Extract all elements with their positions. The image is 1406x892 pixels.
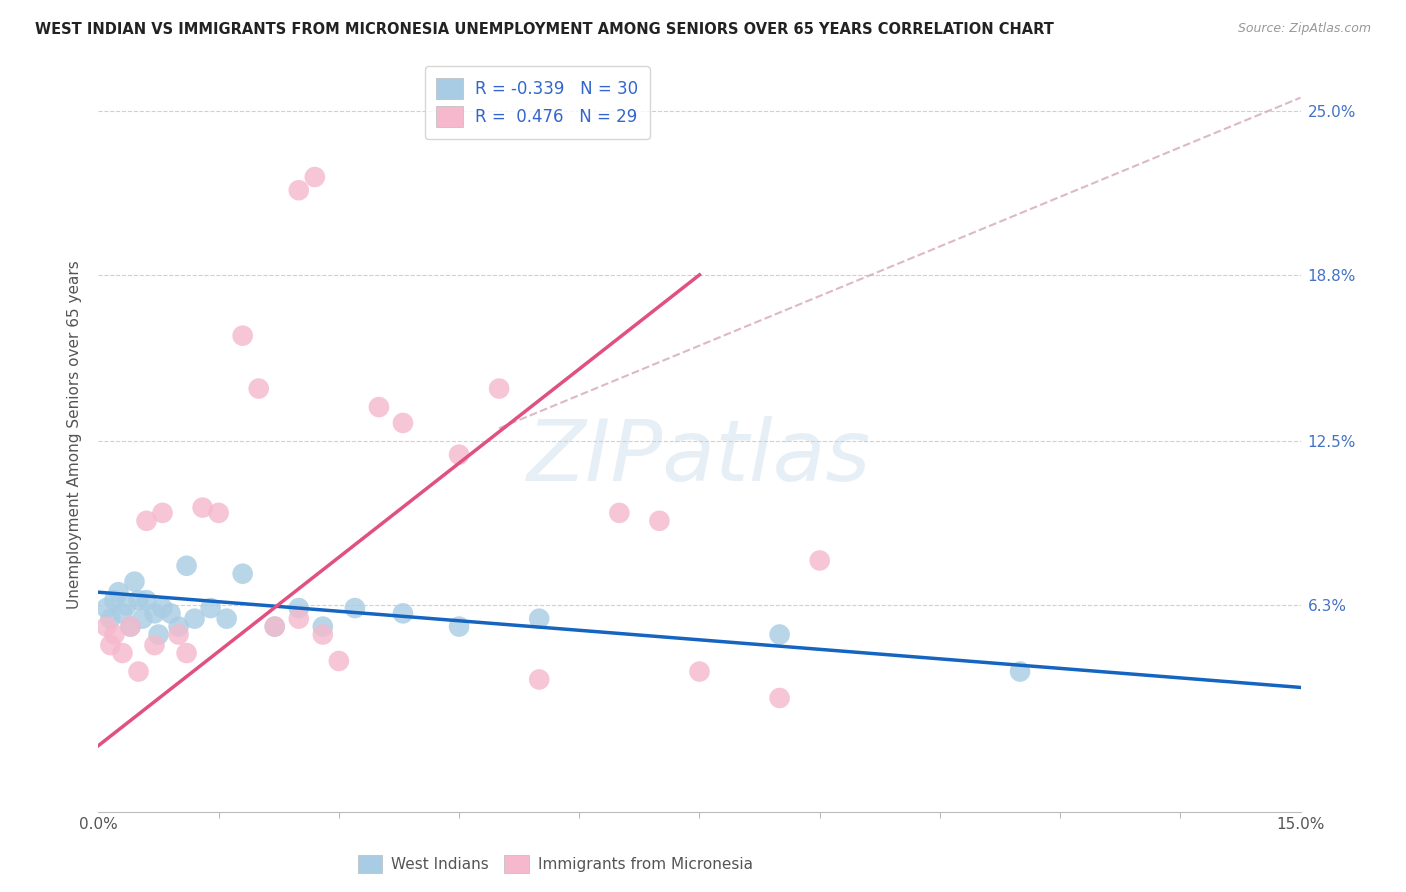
Point: [120, 619, 142, 633]
Point: [1010, 665, 1032, 679]
Point: [176, 646, 198, 660]
Point: [232, 328, 254, 343]
Point: [143, 638, 166, 652]
Point: [128, 665, 150, 679]
Y-axis label: Unemployment Among Seniors over 65 years: Unemployment Among Seniors over 65 years: [67, 260, 83, 609]
Point: [103, 593, 125, 607]
Point: [343, 601, 366, 615]
Text: WEST INDIAN VS IMMIGRANTS FROM MICRONESIA UNEMPLOYMENT AMONG SENIORS OVER 65 YEA: WEST INDIAN VS IMMIGRANTS FROM MICRONESI…: [35, 22, 1054, 37]
Point: [288, 183, 311, 197]
Point: [392, 416, 415, 430]
Point: [152, 506, 174, 520]
Point: [120, 619, 142, 633]
Point: [131, 612, 153, 626]
Point: [529, 673, 551, 687]
Point: [100, 638, 122, 652]
Point: [312, 619, 335, 633]
Point: [111, 646, 134, 660]
Point: [447, 448, 470, 462]
Point: [167, 627, 190, 641]
Point: [111, 607, 134, 621]
Point: [100, 612, 122, 626]
Point: [135, 514, 157, 528]
Text: ZIPatlas: ZIPatlas: [527, 416, 872, 499]
Point: [263, 619, 285, 633]
Point: [247, 382, 270, 396]
Point: [263, 619, 285, 633]
Legend: West Indians, Immigrants from Micronesia: West Indians, Immigrants from Micronesia: [352, 848, 759, 880]
Point: [328, 654, 350, 668]
Point: [368, 400, 391, 414]
Point: [107, 585, 129, 599]
Point: [769, 627, 792, 641]
Point: [115, 599, 138, 613]
Point: [96, 601, 118, 615]
Point: [689, 665, 711, 679]
Text: Source: ZipAtlas.com: Source: ZipAtlas.com: [1237, 22, 1371, 36]
Point: [288, 601, 311, 615]
Point: [648, 514, 671, 528]
Point: [808, 553, 831, 567]
Point: [167, 619, 190, 633]
Point: [609, 506, 631, 520]
Point: [208, 506, 231, 520]
Point: [96, 619, 118, 633]
Point: [103, 627, 125, 641]
Point: [143, 607, 166, 621]
Point: [447, 619, 470, 633]
Point: [183, 612, 205, 626]
Point: [488, 382, 510, 396]
Point: [176, 558, 198, 573]
Point: [135, 593, 157, 607]
Point: [304, 169, 326, 184]
Point: [159, 607, 181, 621]
Point: [232, 566, 254, 581]
Point: [312, 627, 335, 641]
Point: [288, 612, 311, 626]
Point: [124, 574, 146, 589]
Point: [529, 612, 551, 626]
Point: [148, 627, 170, 641]
Point: [191, 500, 214, 515]
Point: [152, 601, 174, 615]
Point: [128, 593, 150, 607]
Point: [392, 607, 415, 621]
Point: [200, 601, 222, 615]
Point: [769, 691, 792, 706]
Point: [215, 612, 238, 626]
